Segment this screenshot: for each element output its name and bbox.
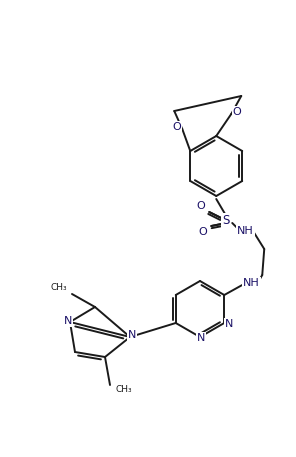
Text: NH: NH <box>243 278 260 288</box>
Text: O: O <box>172 122 181 132</box>
Text: N: N <box>225 319 234 329</box>
Text: O: O <box>197 201 206 211</box>
Text: NH: NH <box>237 226 254 236</box>
Text: N: N <box>64 316 72 326</box>
Text: CH₃: CH₃ <box>50 283 67 292</box>
Text: S: S <box>223 214 230 228</box>
Text: O: O <box>233 107 242 117</box>
Text: N: N <box>197 333 205 343</box>
Text: CH₃: CH₃ <box>115 384 132 393</box>
Text: O: O <box>199 227 207 237</box>
Text: N: N <box>128 330 136 340</box>
